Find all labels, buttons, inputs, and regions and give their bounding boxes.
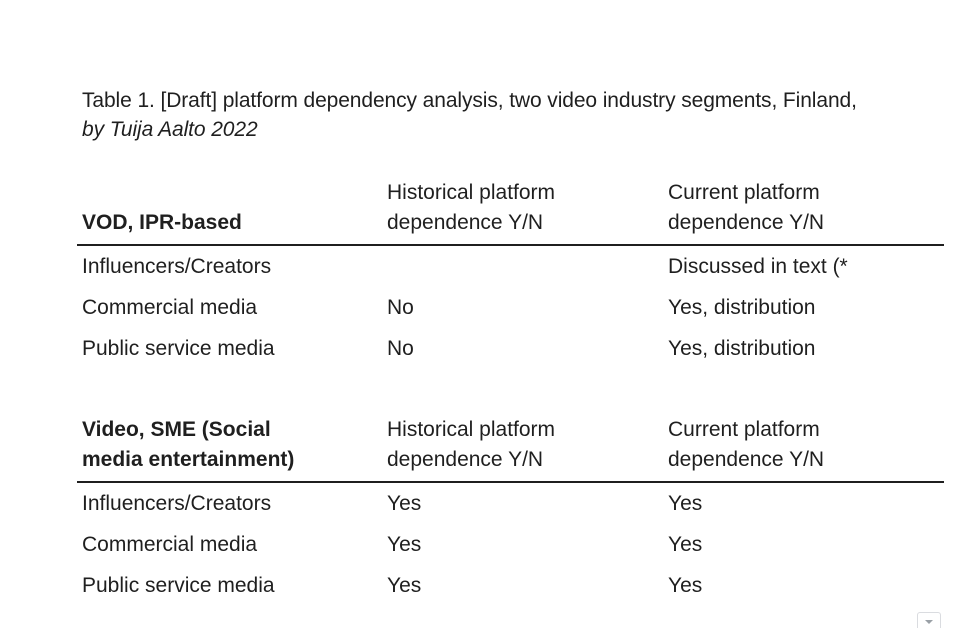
historical-cell: No (387, 296, 414, 319)
header-current-line: dependence Y/N (668, 448, 825, 471)
header-segment: VOD, IPR-based (82, 208, 242, 238)
header-segment: Video, SME (Social media entertainment) (82, 415, 294, 475)
table-row: Commercial media Yes Yes (77, 524, 944, 565)
table-row: Influencers/Creators Yes Yes (77, 483, 944, 524)
table-header-row: VOD, IPR-based Historical platform depen… (77, 178, 944, 246)
current-cell: Yes (668, 492, 703, 515)
table-row: Public service media Yes Yes (77, 565, 944, 606)
header-current-line: Current platform (668, 181, 820, 204)
historical-cell: Yes (387, 492, 422, 515)
header-historical: Historical platform dependence Y/N (387, 415, 555, 475)
table-row: Public service media No Yes, distributio… (77, 328, 944, 369)
header-segment-line: Video, SME (Social (82, 418, 271, 441)
current-cell: Yes (668, 533, 703, 556)
caption-title: Table 1. [Draft] platform dependency ana… (82, 89, 857, 112)
header-historical-line: Historical platform (387, 181, 556, 204)
header-current-line: dependence Y/N (668, 211, 825, 234)
historical-cell: Yes (387, 574, 422, 597)
segment-cell: Influencers/Creators (82, 492, 272, 515)
historical-cell: Yes (387, 533, 422, 556)
caption-author: by Tuija Aalto 2022 (82, 118, 258, 141)
header-historical-line: Historical platform (387, 418, 556, 441)
header-historical-line: dependence Y/N (387, 448, 544, 471)
current-cell: Discussed in text (* (668, 255, 848, 278)
segment-cell: Public service media (82, 574, 275, 597)
header-current-line: Current platform (668, 418, 820, 441)
current-cell: Yes, distribution (668, 296, 816, 319)
header-current: Current platform dependence Y/N (668, 178, 824, 238)
segment-cell: Public service media (82, 337, 275, 360)
table-caption: Table 1. [Draft] platform dependency ana… (82, 86, 857, 144)
explore-toggle-button[interactable] (917, 612, 941, 628)
table-row: Commercial media No Yes, distribution (77, 287, 944, 328)
current-cell: Yes (668, 574, 703, 597)
header-current: Current platform dependence Y/N (668, 415, 824, 475)
header-segment-line: media entertainment) (82, 448, 295, 471)
table-video-sme: Video, SME (Social media entertainment) … (77, 415, 944, 606)
current-cell: Yes, distribution (668, 337, 816, 360)
header-historical: Historical platform dependence Y/N (387, 178, 555, 238)
segment-cell: Commercial media (82, 296, 258, 319)
segment-cell: Commercial media (82, 533, 258, 556)
table-vod-ipr: VOD, IPR-based Historical platform depen… (77, 178, 944, 369)
historical-cell: No (387, 337, 414, 360)
chevron-down-icon (925, 620, 933, 624)
header-historical-line: dependence Y/N (387, 211, 544, 234)
header-segment-line: VOD, IPR-based (82, 211, 242, 234)
segment-cell: Influencers/Creators (82, 255, 272, 278)
table-header-row: Video, SME (Social media entertainment) … (77, 415, 944, 483)
table-row: Influencers/Creators Discussed in text (… (77, 246, 944, 287)
